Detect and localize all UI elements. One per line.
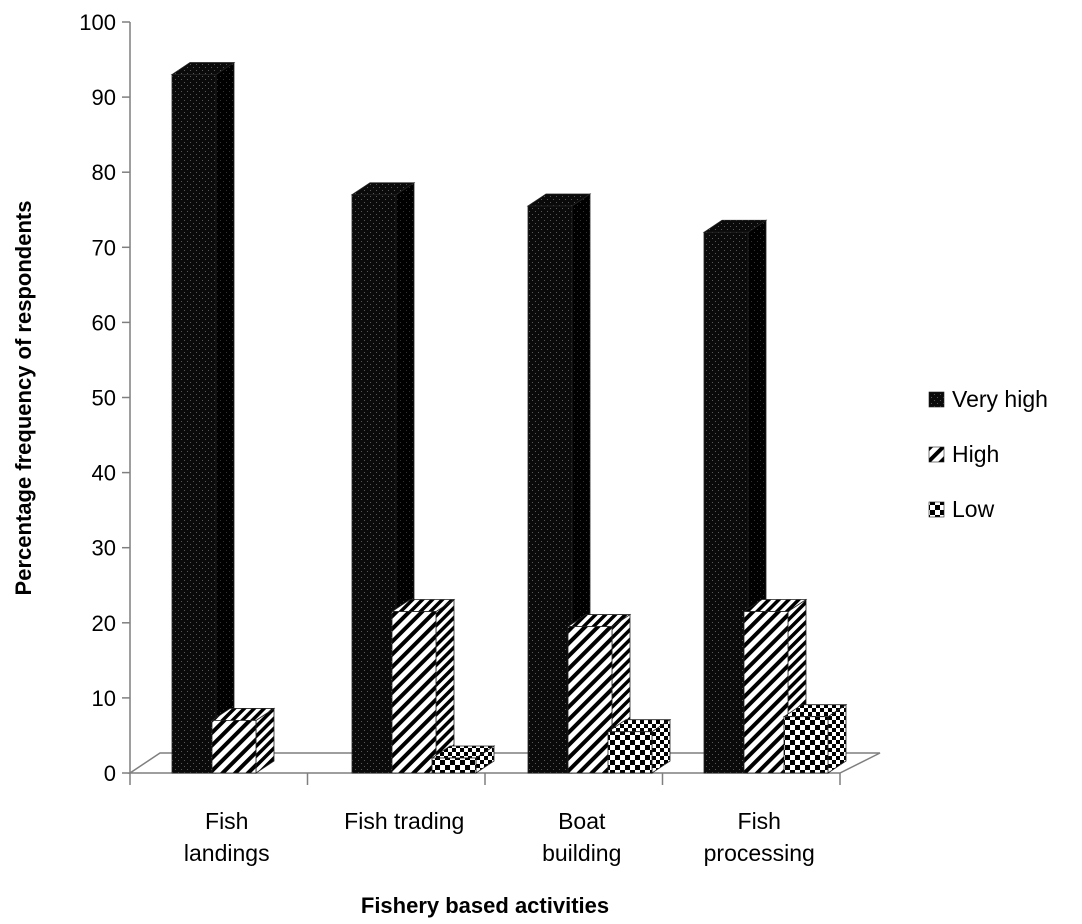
y-tick-label: 0: [104, 761, 116, 786]
bar-front: [567, 626, 613, 774]
y-tick-label: 20: [92, 611, 116, 636]
bar-front: [743, 611, 789, 774]
bar-front: [607, 731, 653, 774]
bar-front: [391, 611, 437, 774]
bar-front: [783, 716, 829, 774]
legend-label: High: [952, 441, 999, 467]
y-tick-labels: 0 10 20 30 40 50 60 70 80 90 100: [79, 10, 116, 786]
bar: [782, 703, 848, 774]
y-tick-label: 10: [92, 686, 116, 711]
bar-front: [703, 231, 749, 774]
bar-front: [351, 194, 397, 774]
bar-front: [527, 205, 573, 774]
y-tick-label: 90: [92, 85, 116, 110]
category-label: processing: [704, 840, 815, 866]
y-tick-label: 60: [92, 310, 116, 335]
category-label: Fish: [205, 808, 248, 834]
legend-swatch: [928, 391, 945, 408]
y-tick-label: 30: [92, 536, 116, 561]
bar: [170, 61, 236, 774]
bar: [526, 193, 592, 774]
y-tick-label: 50: [92, 386, 116, 411]
bar: [606, 718, 672, 774]
category-label: Fish: [738, 808, 781, 834]
category-labels: Fish landings Fish trading Boat building Fish…: [184, 808, 815, 866]
legend-label: Low: [952, 496, 995, 522]
bar-front: [211, 720, 257, 774]
y-tick-label: 100: [79, 10, 116, 35]
y-tick-label: 70: [92, 235, 116, 260]
category-label: Fish trading: [344, 808, 464, 834]
category-label: building: [542, 840, 621, 866]
category-label: landings: [184, 840, 270, 866]
bar-front: [171, 74, 217, 774]
y-tick-label: 40: [92, 461, 116, 486]
x-axis-title: Fishery based activities: [361, 893, 609, 918]
bars: [170, 61, 848, 774]
bar: [390, 598, 456, 774]
y-tick-label: 80: [92, 160, 116, 185]
y-axis-title: Percentage frequency of respondents: [11, 201, 36, 596]
category-label: Boat: [558, 808, 606, 834]
legend-swatch: [928, 501, 945, 518]
bar-side: [215, 61, 235, 774]
legend: Very high High Low: [928, 386, 1048, 522]
bar-front: [431, 757, 477, 774]
bar: [430, 745, 496, 774]
legend-label: Very high: [952, 386, 1048, 412]
legend-swatch: [928, 446, 945, 463]
bar: [210, 707, 276, 774]
